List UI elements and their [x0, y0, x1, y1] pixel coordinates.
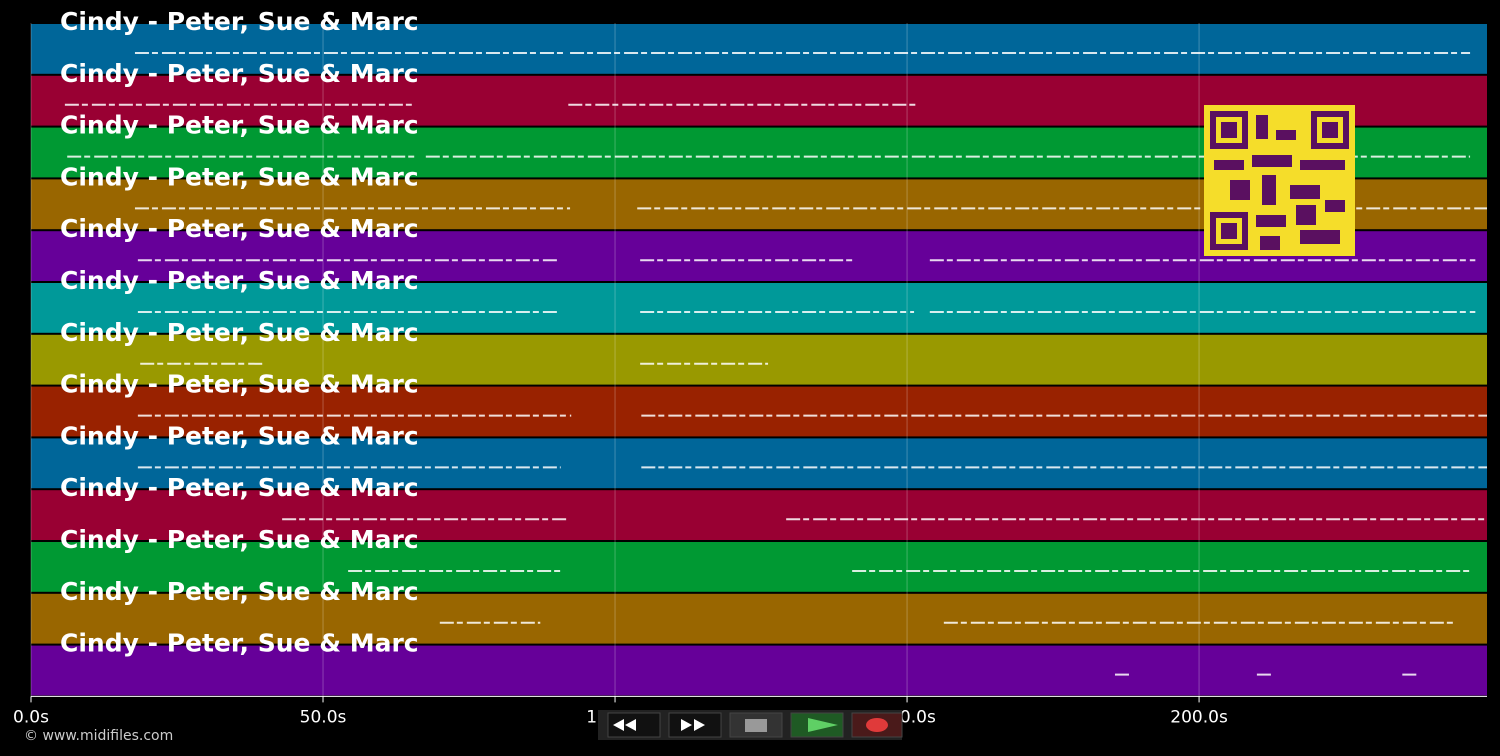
stop-button[interactable] — [729, 712, 783, 738]
rewind-button[interactable] — [607, 712, 661, 738]
track-label: Cindy - Peter, Sue & Marc — [60, 162, 419, 191]
labels: Cindy - Peter, Sue & Marc Cindy - Peter, … — [60, 7, 419, 658]
track-label: Cindy - Peter, Sue & Marc — [60, 525, 419, 554]
track-lane — [31, 438, 1487, 489]
track-lane — [31, 283, 1487, 333]
x-tick-label: 200.0s — [1170, 707, 1228, 727]
track-lane — [31, 24, 1487, 74]
track-label: Cindy - Peter, Sue & Marc — [60, 318, 419, 347]
x-tick-label: 50.0s — [300, 707, 347, 727]
track-label: Cindy - Peter, Sue & Marc — [60, 577, 419, 606]
track-lane — [31, 645, 1487, 696]
track-label: Cindy - Peter, Sue & Marc — [60, 629, 419, 658]
track-lane — [31, 386, 1487, 437]
play-button[interactable] — [790, 712, 844, 738]
track-label: Cindy - Peter, Sue & Marc — [60, 214, 419, 243]
track-lane — [31, 334, 1487, 385]
copyright: © www.midifiles.com — [24, 728, 173, 744]
track-lane — [31, 490, 1487, 540]
track-lane — [31, 542, 1487, 592]
track-label: Cindy - Peter, Sue & Marc — [60, 59, 419, 88]
track-label: Cindy - Peter, Sue & Marc — [60, 421, 419, 450]
track-lane — [31, 593, 1487, 644]
x-tick-label: 0.0s — [13, 707, 49, 727]
track-label: Cindy - Peter, Sue & Marc — [60, 370, 419, 399]
qr-code — [1204, 105, 1355, 256]
fast-forward-button[interactable] — [668, 712, 722, 738]
track-label: Cindy - Peter, Sue & Marc — [60, 7, 419, 36]
track-label: Cindy - Peter, Sue & Marc — [60, 111, 419, 140]
record-button[interactable] — [851, 712, 903, 738]
transport-controls — [598, 710, 903, 740]
track-label: Cindy - Peter, Sue & Marc — [60, 473, 419, 502]
track-label: Cindy - Peter, Sue & Marc — [60, 266, 419, 295]
grid — [30, 23, 1200, 697]
